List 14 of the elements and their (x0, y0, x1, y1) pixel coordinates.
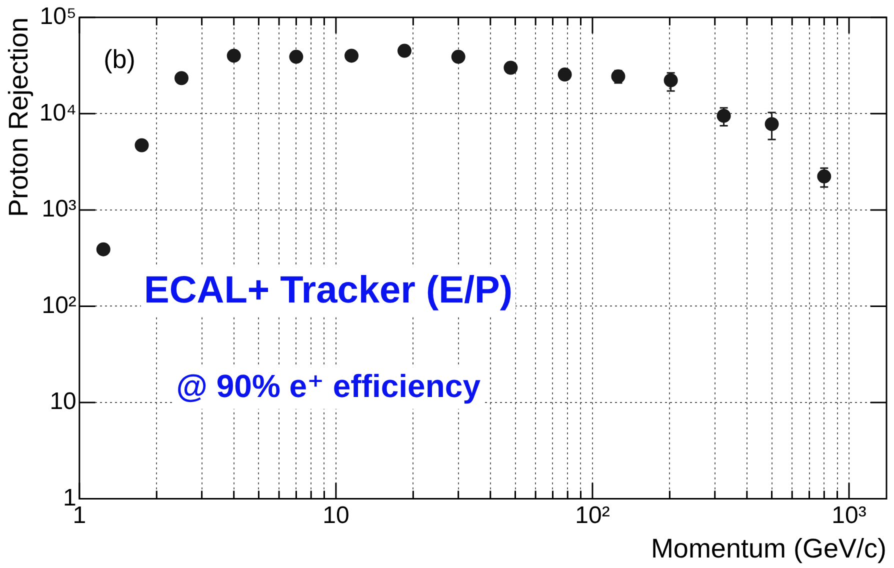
annotation: @ 90% e⁺ efficiency (176, 368, 481, 404)
x-tick-label: 10² (575, 502, 610, 529)
x-tick-label: 10 (322, 502, 350, 529)
y-tick-label: 10⁴ (39, 99, 76, 126)
x-axis-title: Momentum (GeV/c) (650, 533, 886, 564)
y-tick-label: 10² (42, 292, 76, 319)
y-tick-label: 10⁵ (40, 3, 76, 30)
annotation: ECAL+ Tracker (E/P) (144, 269, 513, 312)
y-axis-title: Proton Rejection (4, 17, 34, 218)
y-tick-label: 10 (50, 388, 76, 416)
annotation: (b) (104, 44, 136, 74)
y-tick-label: 1 (63, 484, 76, 512)
y-tick-label: 10³ (42, 196, 76, 223)
x-tick-label: 10³ (832, 502, 866, 529)
